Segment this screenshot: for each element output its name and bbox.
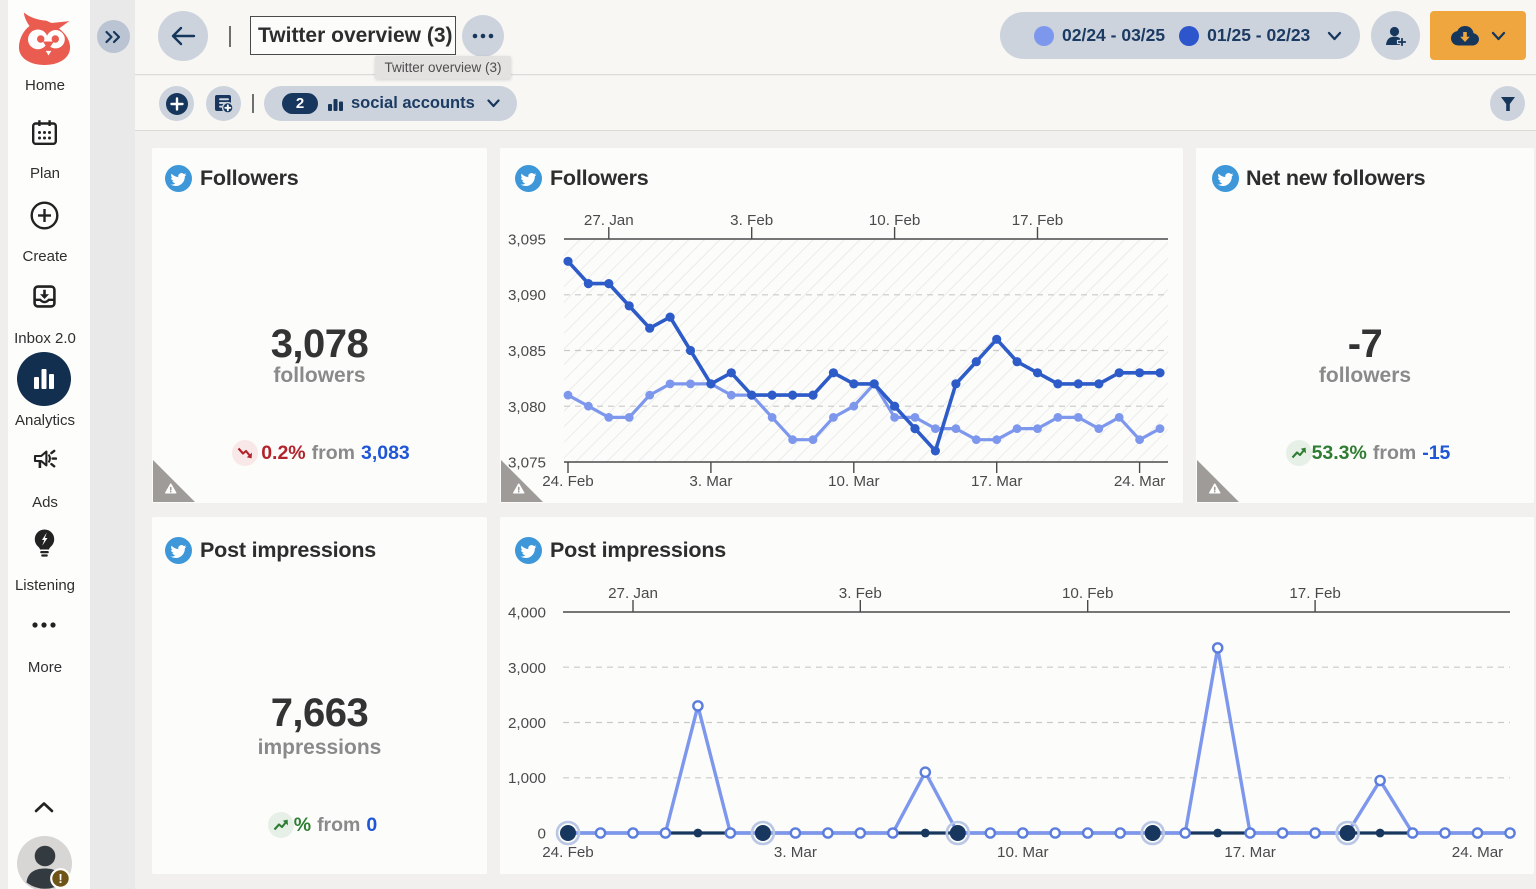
svg-text:3. Feb: 3. Feb [730, 212, 773, 229]
svg-text:3. Mar: 3. Mar [774, 844, 817, 861]
svg-text:3. Mar: 3. Mar [689, 473, 732, 490]
svg-text:24. Mar: 24. Mar [1114, 473, 1166, 490]
svg-text:0: 0 [538, 826, 546, 843]
svg-text:2,000: 2,000 [508, 715, 546, 732]
svg-text:3. Feb: 3. Feb [839, 585, 882, 602]
svg-text:17. Feb: 17. Feb [1289, 585, 1341, 602]
svg-text:17. Mar: 17. Mar [1224, 844, 1276, 861]
svg-text:10. Feb: 10. Feb [869, 212, 921, 229]
svg-text:3,080: 3,080 [508, 399, 546, 416]
svg-text:4,000: 4,000 [508, 605, 546, 622]
svg-text:17. Mar: 17. Mar [971, 473, 1023, 490]
svg-text:3,075: 3,075 [508, 455, 546, 472]
svg-text:27. Jan: 27. Jan [608, 585, 658, 602]
svg-text:24. Feb: 24. Feb [542, 473, 594, 490]
svg-text:10. Mar: 10. Mar [828, 473, 880, 490]
svg-text:27. Jan: 27. Jan [584, 212, 634, 229]
svg-text:10. Feb: 10. Feb [1062, 585, 1114, 602]
svg-text:10. Mar: 10. Mar [997, 844, 1049, 861]
svg-text:24. Mar: 24. Mar [1452, 844, 1504, 861]
svg-text:1,000: 1,000 [508, 770, 546, 787]
svg-text:3,090: 3,090 [508, 287, 546, 304]
svg-text:!: ! [58, 871, 62, 886]
svg-text:17. Feb: 17. Feb [1012, 212, 1064, 229]
svg-text:3,000: 3,000 [508, 660, 546, 677]
svg-text:3,095: 3,095 [508, 232, 546, 249]
svg-text:3,085: 3,085 [508, 343, 546, 360]
svg-text:24. Feb: 24. Feb [542, 844, 594, 861]
